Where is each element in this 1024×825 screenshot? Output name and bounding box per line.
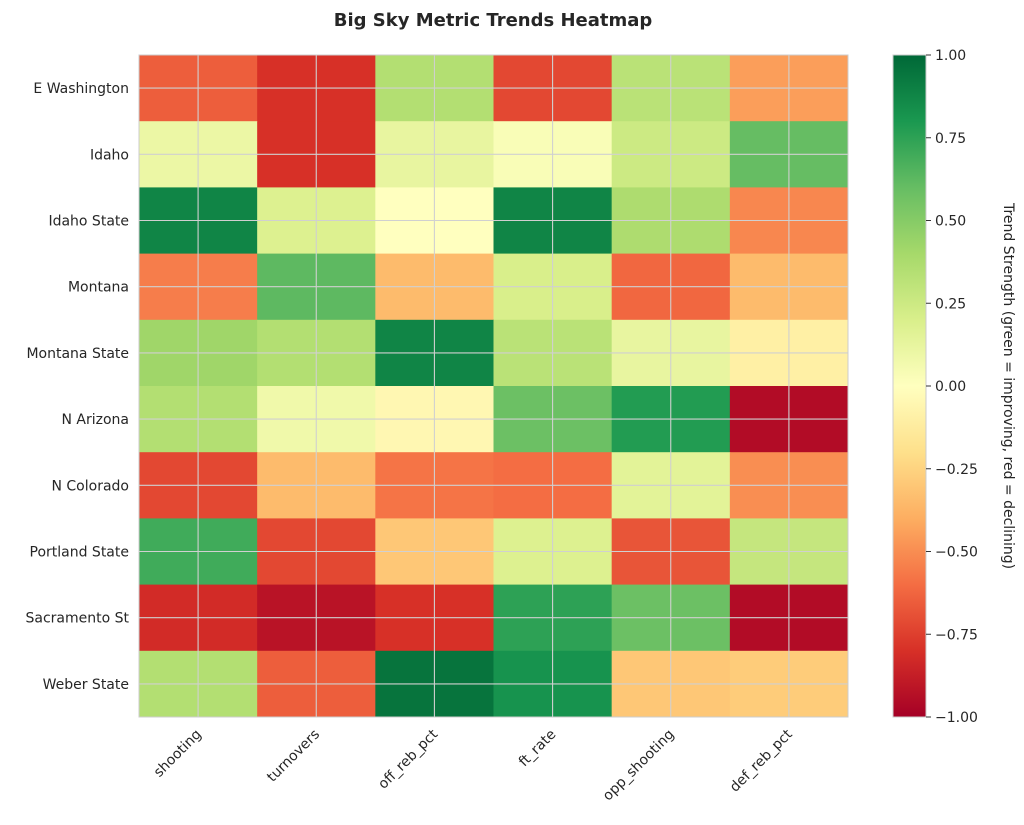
colorbar-label: Trend Strength (green = improving, red =… (1000, 202, 1016, 569)
column-label: turnovers (264, 727, 323, 786)
column-label: def_reb_pct (727, 726, 796, 795)
row-label: Sacramento St (25, 611, 129, 627)
plot-frame (138, 54, 849, 718)
column-label: ft_rate (516, 727, 560, 771)
colorbar-tick-label: 0.25 (935, 296, 966, 312)
colorbar-ticks: 1.00 0.75 0.50 0.25 0.00 −0.25 −0.50 −0.75 −1.00 (926, 48, 978, 726)
colorbar-tick-label: 1.00 (935, 48, 966, 64)
column-label: opp_shooting (600, 727, 678, 805)
row-label: Idaho (90, 147, 129, 163)
row-label: N Colorado (51, 478, 129, 494)
row-label: Montana (68, 280, 129, 296)
colorbar-tick-label: −0.75 (935, 627, 978, 643)
column-label: shooting (151, 727, 205, 781)
row-label: N Arizona (61, 412, 129, 428)
heatmap-gridlines (139, 55, 848, 717)
colorbar-tick-label: 0.50 (935, 214, 966, 230)
row-label: Idaho State (48, 214, 129, 230)
chart-title: Big Sky Metric Trends Heatmap (334, 10, 653, 31)
colorbar-tick-label: −0.25 (935, 462, 978, 478)
colorbar-tick-label: 0.00 (935, 379, 966, 395)
column-labels: shooting turnovers off_reb_pct ft_rate opp_s… (151, 726, 796, 804)
colorbar-tick-label: 0.75 (935, 131, 966, 147)
row-label: Weber State (43, 677, 129, 693)
colorbar-tick-label: −1.00 (935, 710, 978, 726)
row-label: E Washington (33, 81, 129, 97)
column-label: off_reb_pct (375, 726, 441, 792)
row-labels: E Washington Idaho Idaho State Montana Monta… (25, 81, 129, 693)
row-label: Montana State (26, 346, 129, 362)
colorbar (892, 54, 927, 718)
colorbar-tick-label: −0.50 (935, 545, 978, 561)
row-label: Portland State (30, 545, 130, 561)
